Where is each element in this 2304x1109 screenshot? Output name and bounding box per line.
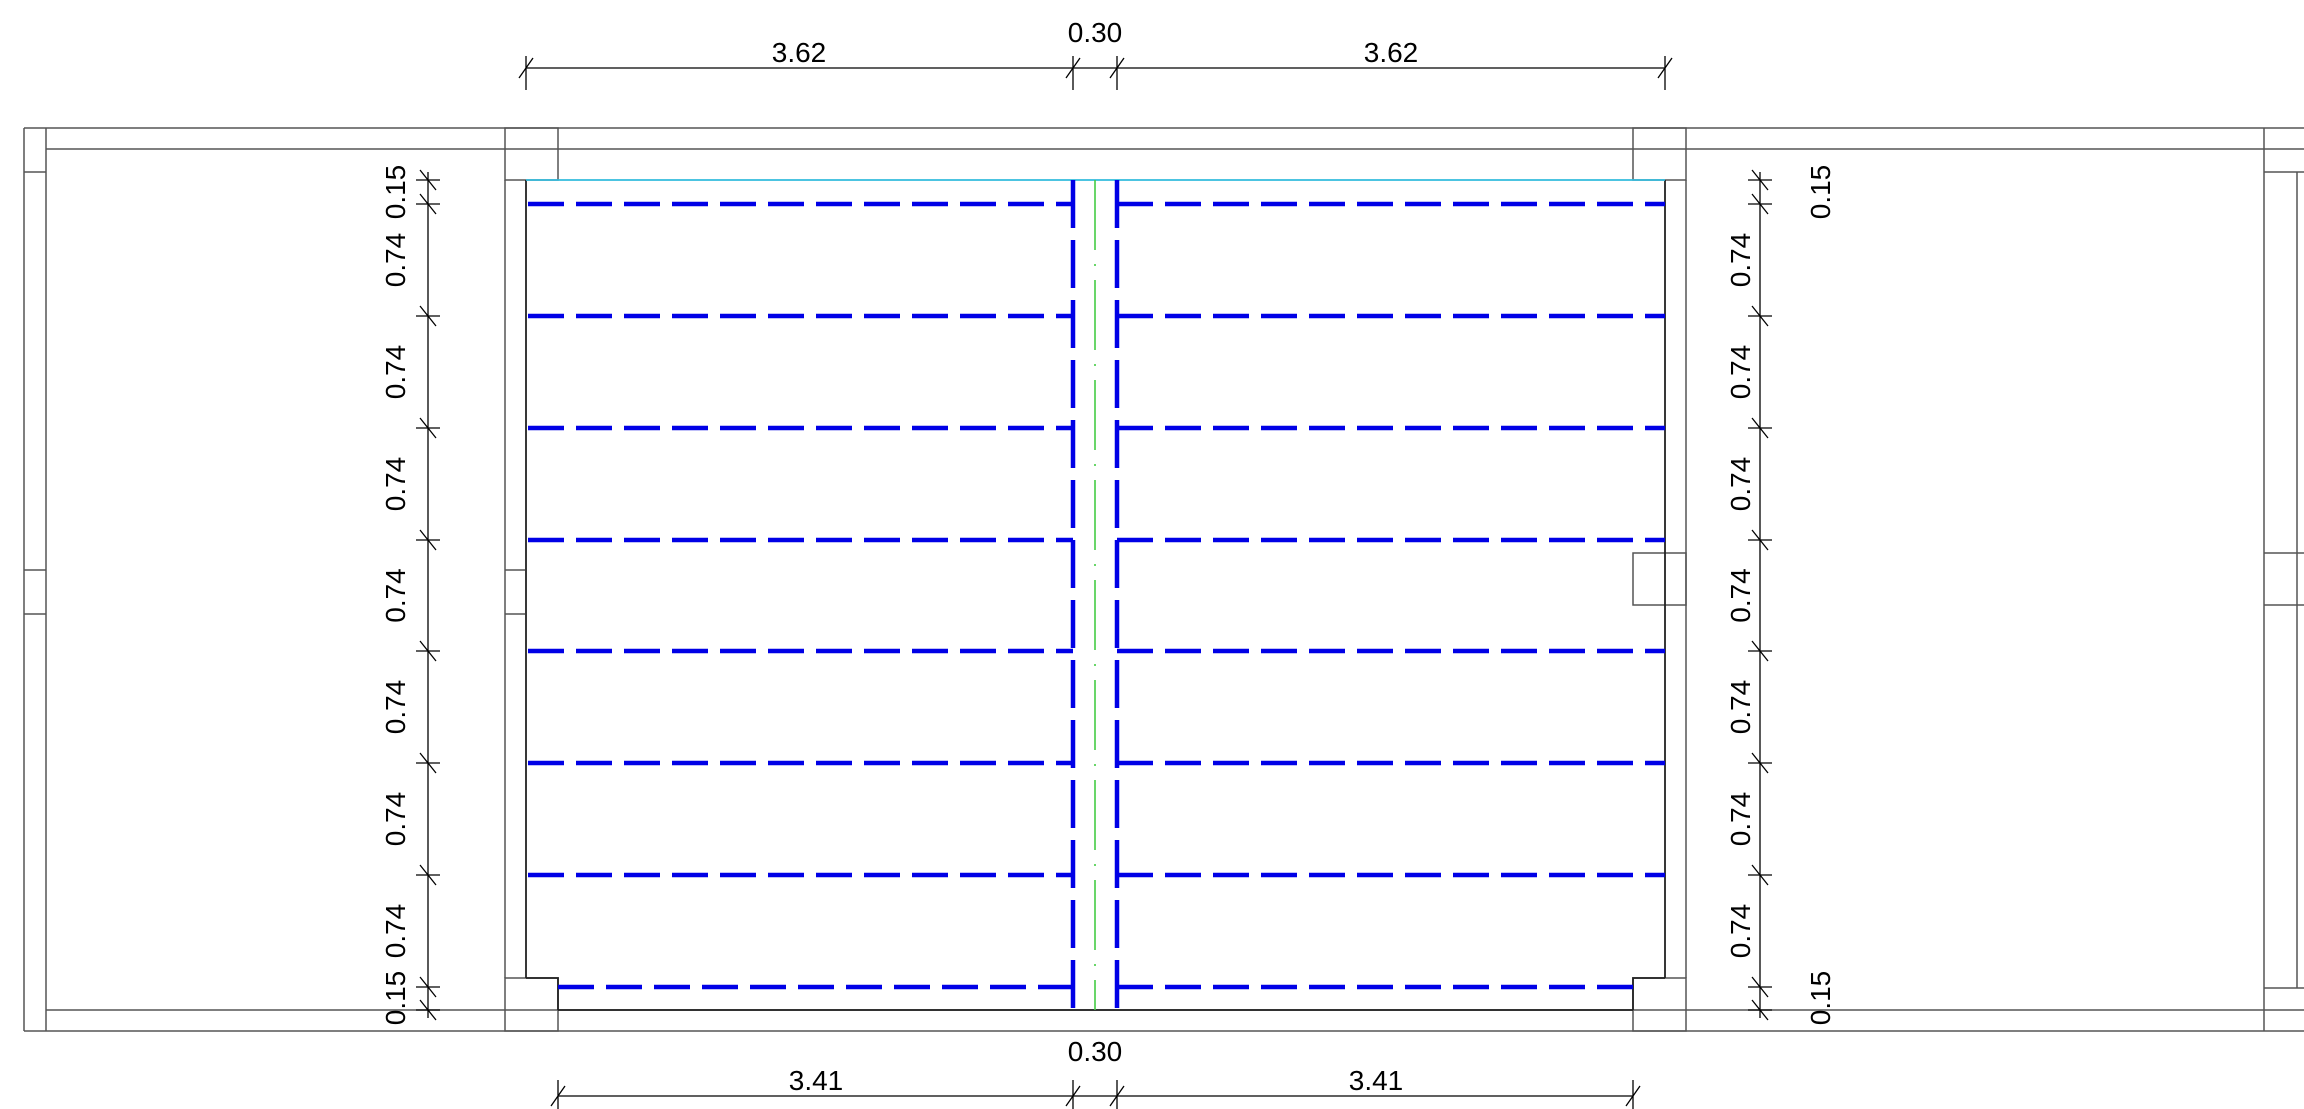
slab-bottom-left-corner [526,977,559,1010]
slab-bottom-right-corner [1632,977,1665,1010]
dim-bottom-gap: 0.30 [1068,1036,1123,1067]
dim-right-label-7: 0.74 [1725,792,1756,847]
column-left-bottom [504,977,559,1032]
dim-bottom-tick-1 [550,1085,566,1107]
dimension-texts: 3.62 0.30 3.62 3.41 0.30 3.41 [772,17,1419,1096]
dim-bottom-tick-2 [1065,1085,1081,1107]
dim-right-tick-8 [1751,864,1769,886]
dim-top-left-span: 3.62 [772,37,827,68]
dim-right-tick-9 [1751,976,1769,998]
dim-left-tick-1 [419,169,437,191]
outline-right-notch-mid [2264,552,2304,606]
dim-top-tick-1 [518,57,534,79]
dim-right-tick-3 [1751,305,1769,327]
outline-right-notch-top [2264,148,2304,173]
dim-left-label-5: 0.74 [380,568,411,623]
dim-right-tick-10 [1751,999,1769,1021]
dim-right-tick-1 [1751,169,1769,191]
dim-left-tick-9 [419,976,437,998]
dim-right-label-1: 0.15 [1805,165,1836,220]
dim-right-label-3: 0.74 [1725,345,1756,400]
dim-left-label-8: 0.74 [380,904,411,959]
dim-left-tick-2 [419,193,437,215]
dim-left-label-3: 0.74 [380,345,411,400]
dim-left-tick-10 [419,999,437,1021]
dim-right-tick-7 [1751,752,1769,774]
dimension-lines [518,56,1673,1109]
dim-left-tick-6 [419,640,437,662]
dim-right-label-8: 0.74 [1725,904,1756,959]
vertical-dimension-texts: 0.15 0.74 0.74 0.74 0.74 0.74 0.74 0.74 0.15 0.15… [380,165,1836,1026]
dim-right-label-6: 0.74 [1725,680,1756,735]
column-left-top [504,127,559,181]
reinforcement-bars [528,180,1665,1010]
dim-top-tick-4 [1657,57,1673,79]
dim-bottom-right-span: 3.41 [1349,1065,1404,1096]
dim-right-label-9: 0.15 [1805,971,1836,1026]
dim-top-gap: 0.30 [1068,17,1123,48]
dim-right-tick-4 [1751,417,1769,439]
dim-bottom-tick-3 [1109,1085,1125,1107]
dim-left-tick-4 [419,417,437,439]
dim-top-tick-3 [1109,57,1125,79]
dim-left-label-4: 0.74 [380,457,411,512]
dim-left-label-7: 0.74 [380,792,411,847]
dim-left-label-2: 0.74 [380,233,411,288]
structure-outline [23,127,2304,1032]
dim-left-tick-3 [419,305,437,327]
column-right-bottom [1632,977,1687,1032]
outline-right-notch-bot [2264,987,2304,1011]
dim-top-right-span: 3.62 [1364,37,1419,68]
vertical-dimension-lines [416,169,1772,1021]
dim-right-tick-5 [1751,529,1769,551]
dim-right-label-5: 0.74 [1725,568,1756,623]
dim-right-label-2: 0.74 [1725,233,1756,288]
dim-bottom-tick-4 [1625,1085,1641,1107]
dim-left-tick-5 [419,529,437,551]
column-right-mid [1632,552,1687,606]
dim-right-tick-6 [1751,640,1769,662]
dim-left-label-6: 0.74 [380,680,411,735]
dim-bottom-left-span: 3.41 [789,1065,844,1096]
dim-right-tick-2 [1751,193,1769,215]
dim-right-label-4: 0.74 [1725,457,1756,512]
dim-left-tick-8 [419,864,437,886]
dim-left-label-9: 0.15 [380,971,411,1026]
dim-left-tick-7 [419,752,437,774]
dim-left-label-1: 0.15 [380,165,411,220]
column-right-top [1632,127,1687,181]
dim-top-tick-2 [1065,57,1081,79]
